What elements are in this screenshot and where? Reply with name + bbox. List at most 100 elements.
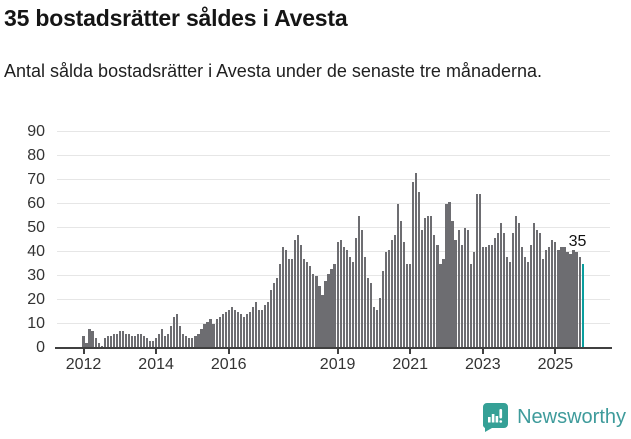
bar [118, 331, 121, 348]
bar [478, 194, 481, 348]
bar [524, 256, 527, 348]
bar [418, 192, 421, 348]
gridline-y-40 [57, 251, 610, 252]
bar [209, 319, 212, 348]
y-tick-label-80: 80 [27, 147, 45, 164]
bar [427, 216, 430, 348]
x-tick-label-2023: 2023 [465, 356, 501, 373]
bar [475, 194, 478, 348]
bar [409, 264, 412, 348]
bar [185, 336, 188, 348]
brand-footer: Newsworthy [481, 402, 626, 432]
bar [454, 240, 457, 348]
bar [551, 240, 554, 348]
y-tick-label-60: 60 [27, 195, 45, 212]
bar [469, 264, 472, 348]
bar [306, 261, 309, 348]
bar [412, 182, 415, 348]
bar [276, 278, 279, 348]
x-tick-2012 [82, 349, 85, 354]
bar [245, 314, 248, 348]
bar [439, 264, 442, 348]
bar [103, 338, 106, 348]
bar [109, 336, 112, 348]
bar [448, 201, 451, 348]
bar [294, 240, 297, 348]
bar [372, 307, 375, 348]
bar [505, 256, 509, 348]
bar [254, 302, 257, 348]
bar [369, 283, 372, 348]
x-tick-label-2021: 2021 [392, 356, 428, 373]
bar [451, 220, 454, 348]
bar [164, 336, 167, 348]
bar [460, 244, 463, 348]
bar [424, 218, 427, 348]
gridline-y-60 [57, 203, 610, 204]
bar [233, 309, 236, 348]
bar [218, 316, 221, 348]
bar [442, 259, 445, 348]
bar [100, 345, 103, 348]
bar [360, 230, 363, 348]
bar [212, 324, 215, 348]
bar [148, 340, 152, 348]
bar-latest-highlighted [581, 264, 584, 348]
bar-chart-plot-area [57, 131, 610, 348]
bar [575, 252, 578, 348]
bar [578, 256, 581, 348]
gridline-y-80 [57, 155, 610, 156]
bar [297, 235, 300, 348]
bar [158, 333, 161, 348]
bar [415, 172, 418, 348]
bar [285, 249, 288, 348]
bar [342, 247, 345, 348]
bar [384, 252, 388, 348]
bar [303, 259, 306, 348]
bar [136, 333, 140, 348]
bar [518, 223, 521, 348]
brand-wordmark: Newsworthy [517, 405, 626, 428]
bar [94, 338, 97, 348]
x-tick-2014 [155, 349, 158, 354]
bar [260, 309, 264, 348]
bar [563, 247, 566, 348]
bar [521, 247, 524, 348]
bar [403, 242, 406, 348]
bar [121, 331, 124, 348]
bar [421, 230, 424, 348]
bar [188, 338, 191, 348]
bar [179, 326, 182, 348]
newsworthy-logo-icon [483, 403, 509, 432]
bar [115, 333, 118, 348]
bar [487, 244, 490, 348]
bar [484, 247, 487, 348]
x-tick-2023 [481, 349, 484, 354]
bar [170, 326, 173, 348]
bar [161, 328, 164, 348]
bar [430, 216, 433, 348]
bar [200, 328, 203, 348]
bar [239, 314, 242, 348]
bar [533, 223, 536, 348]
y-tick-label-0: 0 [36, 339, 45, 356]
y-tick-label-30: 30 [27, 267, 45, 284]
bar [508, 261, 512, 348]
bar [327, 273, 330, 348]
bar [436, 244, 439, 348]
bar [279, 264, 282, 348]
bar [236, 312, 239, 348]
bar [197, 333, 200, 348]
x-tick-label-2025: 2025 [537, 356, 574, 373]
bar [251, 307, 254, 348]
bar [282, 247, 285, 348]
bar [300, 244, 303, 348]
bar [557, 249, 560, 348]
gridline-y-50 [57, 227, 610, 228]
bar [357, 216, 360, 348]
x-tick-label-2016: 2016 [210, 356, 247, 373]
bar [248, 312, 251, 348]
bar [496, 232, 499, 348]
bar [82, 336, 85, 348]
